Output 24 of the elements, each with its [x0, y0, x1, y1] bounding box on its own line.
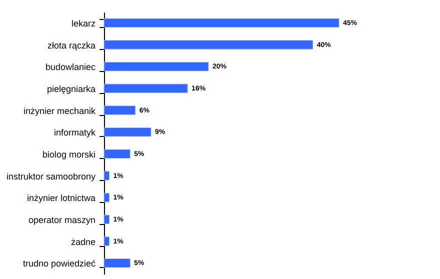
bar — [104, 192, 110, 202]
y-tick-label: lekarz — [71, 18, 96, 28]
bar — [104, 62, 209, 72]
y-tick-label: informatyk — [54, 128, 96, 138]
y-tick-label: biolog morski — [42, 149, 96, 160]
bar — [104, 18, 340, 28]
y-tick-label: operator maszyn — [28, 214, 96, 225]
bar — [104, 236, 110, 246]
bar — [104, 149, 130, 159]
y-tick-label: trudno powiedzieć — [22, 258, 96, 269]
bar — [104, 214, 110, 224]
bar — [104, 106, 136, 115]
bar — [104, 40, 314, 50]
bar — [104, 84, 188, 94]
bar — [104, 171, 110, 180]
bar — [104, 127, 152, 137]
y-tick-label: instruktor samoobrony — [6, 171, 96, 182]
y-tick-label: złota rączka — [47, 40, 96, 50]
y-tick-label: żadne — [70, 236, 96, 247]
y-tick-label: inżynier mechanik — [23, 106, 96, 116]
y-tick-label: inżynier lotnictwa — [26, 193, 96, 204]
bar — [104, 258, 130, 268]
y-tick-label: pielęgniarka — [46, 84, 96, 94]
y-tick-label: budowlaniec — [45, 62, 96, 72]
